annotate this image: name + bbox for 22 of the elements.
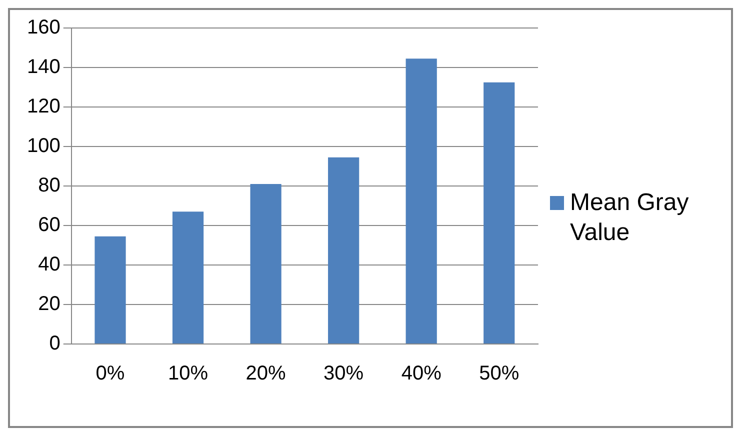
y-tick-label: 20 (38, 293, 60, 316)
bar (172, 212, 204, 344)
y-tick-label: 100 (26, 135, 60, 158)
y-tick-label: 60 (38, 214, 60, 236)
x-tick-label: 50% (479, 362, 520, 385)
bar (484, 82, 515, 344)
x-tick-label: 10% (168, 362, 208, 385)
bar (94, 236, 126, 344)
x-tick-label: 40% (401, 362, 442, 385)
x-tick-label: 30% (324, 362, 364, 385)
y-tick-label: 0 (49, 332, 60, 355)
y-tick-label: 140 (26, 56, 60, 78)
legend-label: Mean Gray Value (570, 188, 690, 248)
y-tick-label: 40 (38, 254, 60, 276)
bar (406, 58, 437, 344)
bar (250, 184, 282, 344)
x-tick-label: 0% (96, 362, 125, 385)
y-tick-label: 160 (26, 16, 60, 39)
y-tick-label: 80 (38, 174, 60, 197)
y-tick-label: 120 (26, 96, 60, 118)
bar (328, 157, 360, 344)
x-tick-label: 20% (246, 362, 286, 385)
